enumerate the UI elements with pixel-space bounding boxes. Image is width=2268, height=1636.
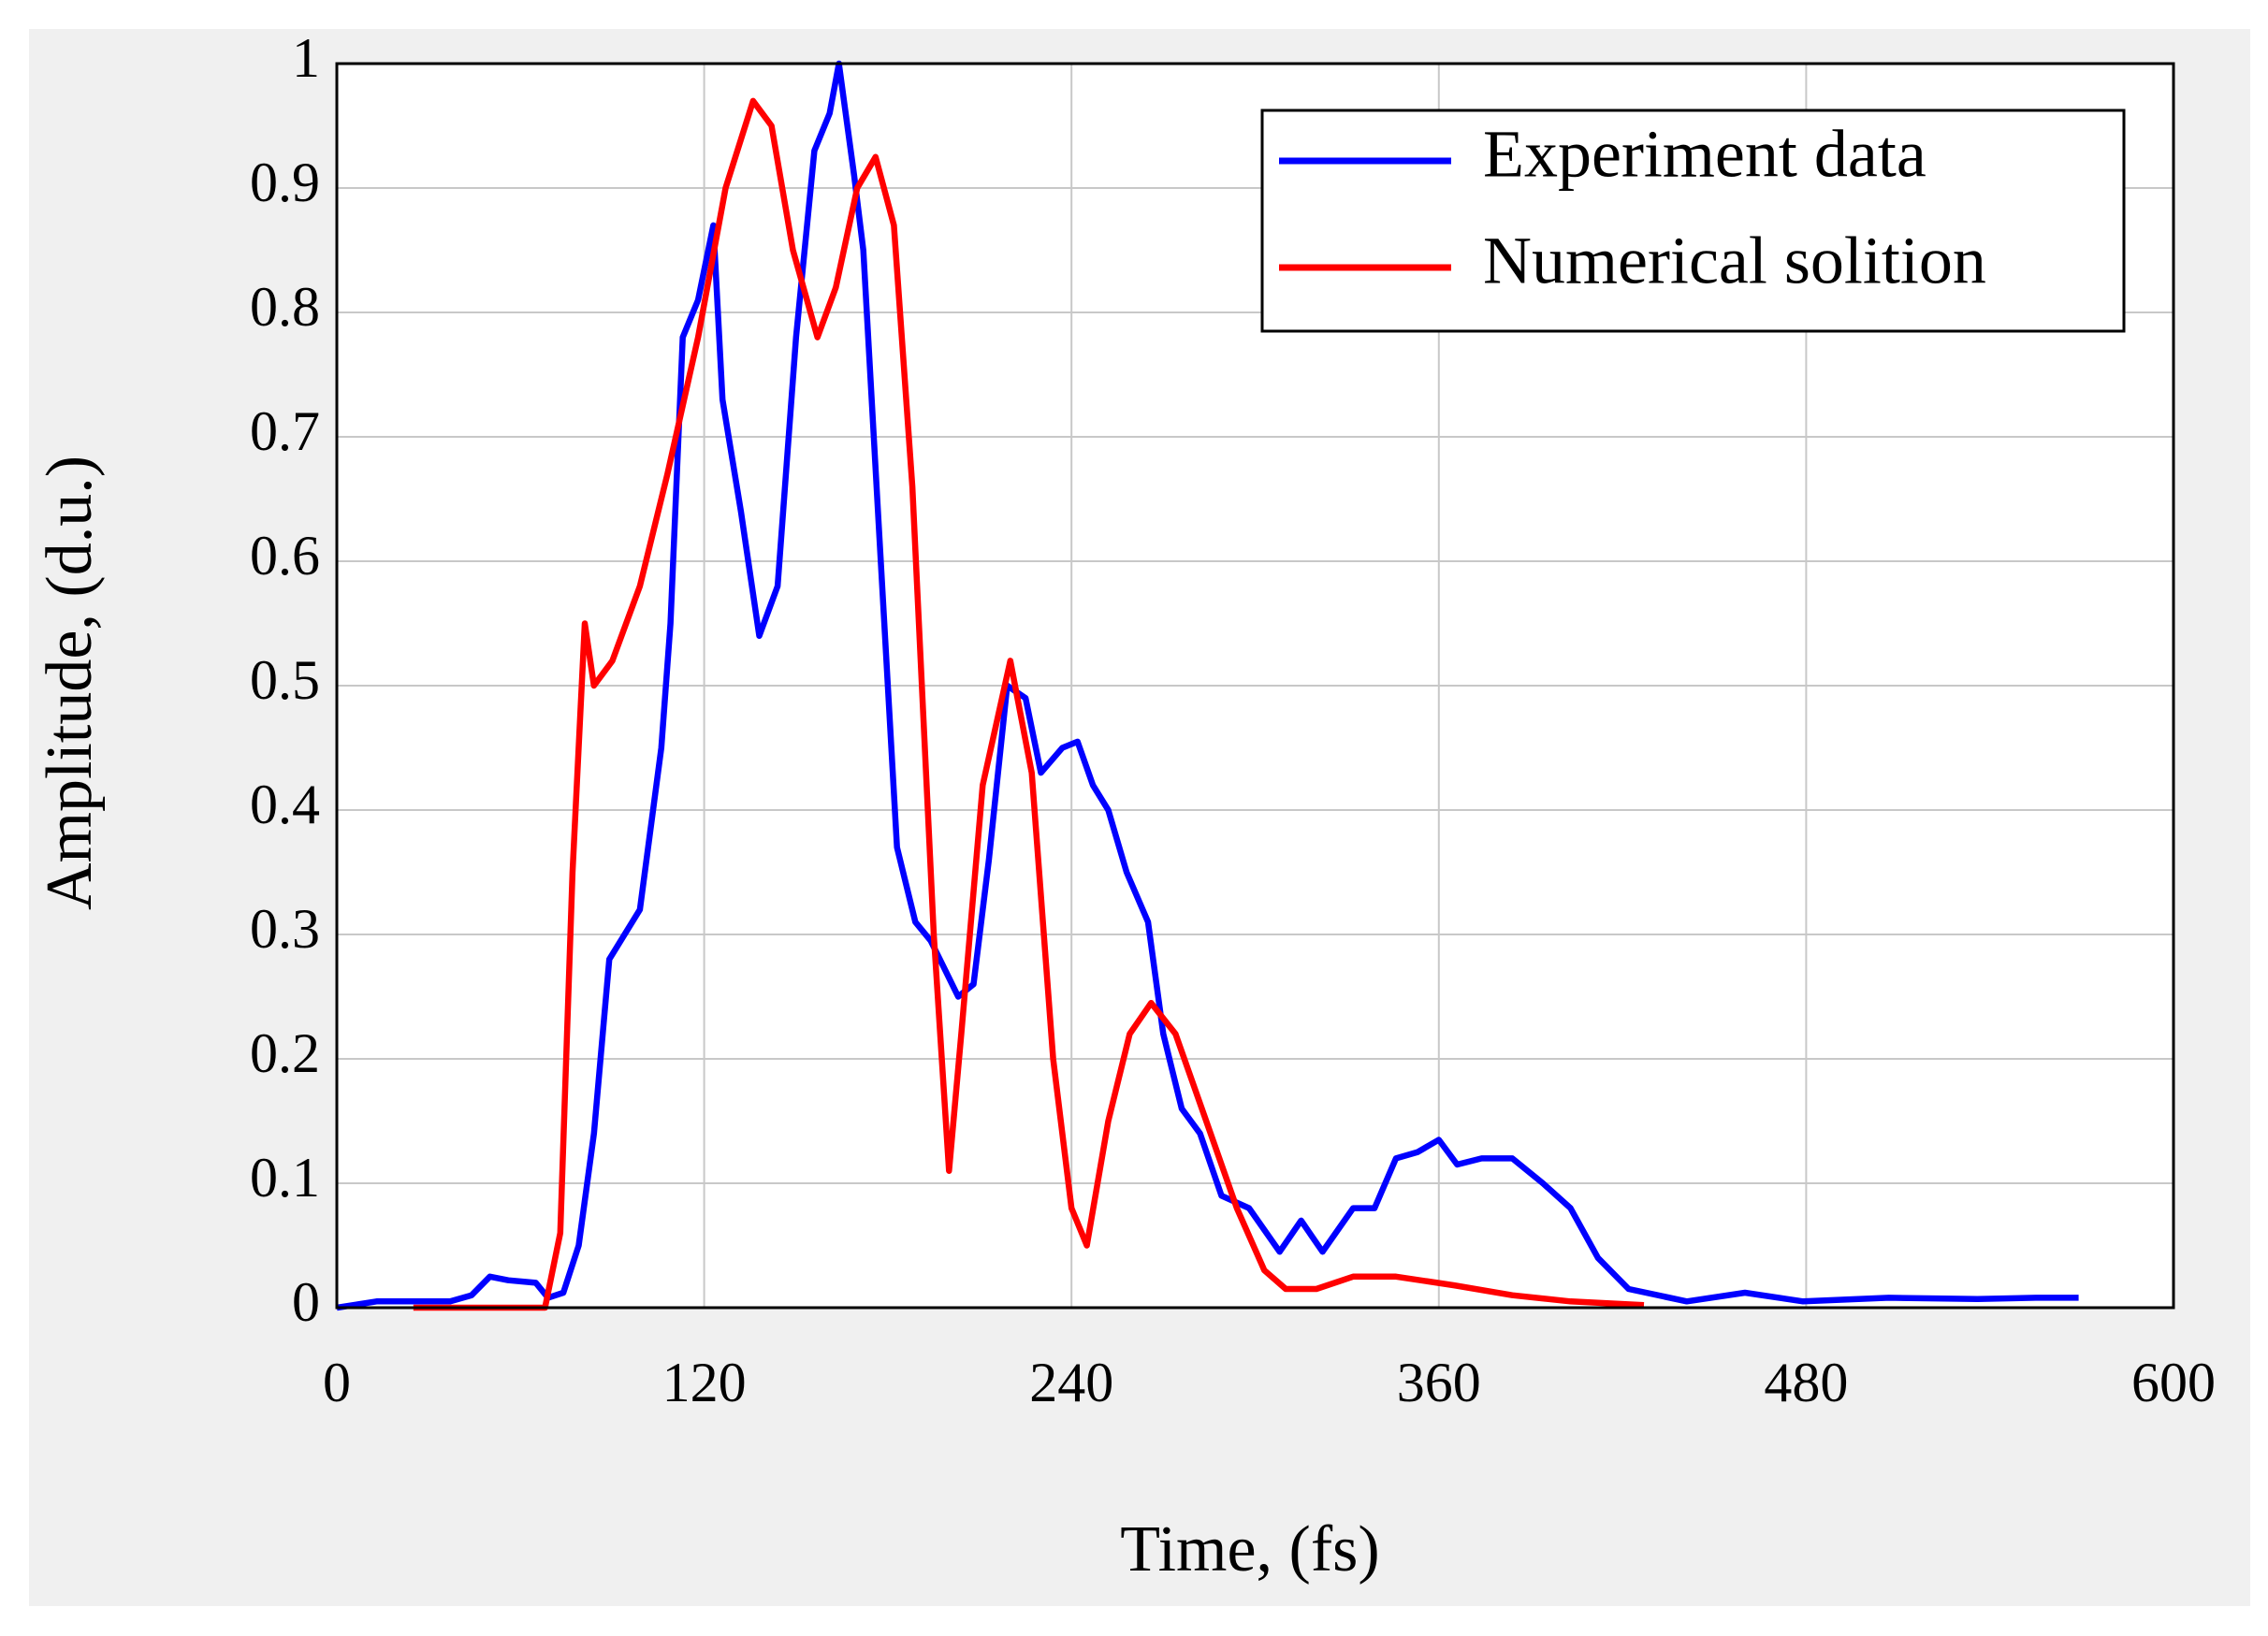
y-tick-label: 0	[292, 1271, 320, 1333]
y-tick-label: 0.8	[250, 276, 320, 338]
legend: Experiment data Numerical solition	[1260, 109, 2126, 333]
y-tick-label: 0.5	[250, 649, 320, 711]
legend-box	[1260, 109, 2126, 333]
legend-label: Experiment data	[1483, 117, 1926, 192]
series-line	[336, 60, 2079, 1311]
plot-border	[335, 62, 2175, 1310]
y-tick-label: 0.6	[250, 525, 320, 586]
y-axis-title: Amplitude, (d.u.)	[34, 456, 106, 910]
y-tick-label: 0.7	[250, 400, 320, 462]
x-tick-label: 240	[1029, 1352, 1113, 1413]
x-tick-label: 480	[1764, 1352, 1848, 1413]
x-tick-label: 600	[2131, 1352, 2216, 1413]
y-tick-label: 0.9	[250, 152, 320, 213]
y-tick-label: 0.2	[250, 1022, 320, 1084]
y-tick-label: 0.3	[250, 898, 320, 960]
x-axis-title: Time, (fs)	[1120, 1513, 1379, 1585]
x-tick-label: 120	[662, 1352, 747, 1413]
y-tick-label: 1	[292, 27, 320, 89]
series-line	[413, 97, 1645, 1311]
y-tick-label: 0.4	[250, 774, 320, 835]
y-tick-label: 0.1	[250, 1147, 320, 1209]
x-tick-label: 0	[323, 1352, 351, 1413]
lines	[336, 60, 2079, 1311]
legend-label: Numerical solition	[1483, 224, 1986, 298]
x-tick-label: 360	[1397, 1352, 1481, 1413]
